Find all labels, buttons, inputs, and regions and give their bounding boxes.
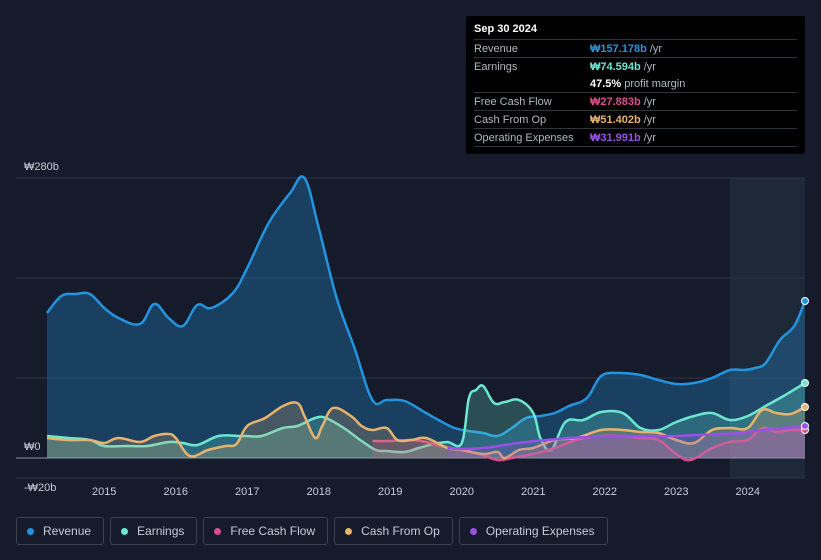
x-axis-labels: 2015 2016 2017 2018 2019 2020 2021 2022 2023 2024 (92, 486, 760, 498)
operating-expenses-area (447, 426, 805, 458)
tooltip-label: Earnings (474, 60, 518, 73)
tooltip-value: ₩74.594b (590, 60, 641, 73)
revenue-line (46, 175, 807, 438)
earnings-area (47, 383, 805, 458)
tooltip-row-profit-margin: 47.5% profit margin (474, 75, 797, 93)
tooltip-value: ₩51.402b (590, 113, 641, 126)
tooltip-value: ₩27.883b (590, 95, 641, 108)
tooltip-unit: /yr (643, 95, 656, 108)
revenue-endpoint (801, 297, 809, 305)
operating-expenses-line (447, 424, 806, 451)
tooltip-row-revenue: Revenue ₩157.178b /yr (474, 40, 797, 58)
y-tick-label: ₩280b (24, 161, 59, 173)
cash-from-op-dot-icon (345, 527, 353, 535)
tooltip-unit: /yr (643, 131, 656, 144)
tooltip-label: Free Cash Flow (474, 95, 552, 108)
series-layer (46, 175, 807, 462)
tooltip-label: Revenue (474, 42, 519, 55)
tooltip-value: 47.5% (590, 77, 622, 90)
earnings-dot-icon (121, 527, 129, 535)
revenue-area (47, 176, 805, 458)
y-tick-label: ₩0 (24, 441, 41, 453)
operating-expenses-dot-icon (469, 527, 477, 535)
legend-item-cash-from-op[interactable]: Cash From Op (334, 517, 453, 545)
earnings-endpoint (801, 379, 809, 387)
legend-item-revenue[interactable]: Revenue (16, 517, 105, 545)
legend-label: Cash From Op (361, 524, 440, 538)
tooltip-value: ₩157.178b (590, 42, 647, 55)
y-axis-labels: ₩280b ₩0 -₩20b (24, 161, 59, 494)
earnings-line (46, 381, 806, 454)
revenue-dot-icon (27, 527, 34, 535)
legend-label: Revenue (43, 524, 92, 538)
tooltip-row-free-cash-flow: Free Cash Flow ₩27.883b /yr (474, 93, 797, 111)
legend-label: Earnings (137, 524, 185, 538)
tooltip-unit: /yr (643, 60, 656, 73)
x-tick-label: 2021 (521, 486, 545, 498)
tooltip-row-earnings: Earnings ₩74.594b /yr (474, 58, 797, 75)
x-tick-label: 2016 (163, 486, 187, 498)
tooltip-unit: /yr (643, 113, 656, 126)
grid-lines (16, 177, 805, 479)
tooltip-unit: /yr (649, 42, 663, 55)
free-cash-flow-dot-icon (214, 527, 222, 535)
legend-item-earnings[interactable]: Earnings (110, 517, 198, 545)
tooltip-row-operating-expenses: Operating Expenses ₩31.991b /yr (474, 129, 797, 147)
y-tick-label: -₩20b (24, 482, 56, 494)
legend-label: Operating Expenses (485, 524, 595, 538)
tooltip-value: ₩31.991b (590, 131, 641, 144)
tooltip-label: Cash From Op (474, 113, 547, 126)
series-endpoints (801, 297, 809, 434)
legend-label: Free Cash Flow (230, 524, 316, 538)
data-tooltip: Sep 30 2024 Revenue ₩157.178b /yr Earnin… (466, 16, 805, 154)
free-cash-flow-area (372, 427, 805, 461)
cash-from-op-line (46, 401, 806, 460)
cash-from-op-endpoint (801, 403, 809, 411)
chart-legend: Revenue Earnings Free Cash Flow Cash Fro… (16, 517, 608, 545)
x-tick-label: 2015 (92, 486, 116, 498)
x-tick-label: 2022 (593, 486, 617, 498)
tooltip-row-cash-from-op: Cash From Op ₩51.402b /yr (474, 111, 797, 129)
x-tick-label: 2018 (306, 486, 330, 498)
tooltip-unit: profit margin (624, 77, 686, 90)
legend-item-operating-expenses[interactable]: Operating Expenses (458, 517, 608, 545)
operating-expenses-endpoint (801, 422, 809, 430)
x-tick-label: 2017 (235, 486, 259, 498)
x-tick-label: 2024 (736, 486, 760, 498)
tooltip-label: Operating Expenses (474, 131, 574, 144)
tooltip-date: Sep 30 2024 (474, 23, 797, 40)
x-tick-label: 2019 (378, 486, 402, 498)
x-tick-label: 2020 (450, 486, 474, 498)
x-tick-label: 2023 (664, 486, 688, 498)
legend-item-free-cash-flow[interactable]: Free Cash Flow (203, 517, 329, 545)
